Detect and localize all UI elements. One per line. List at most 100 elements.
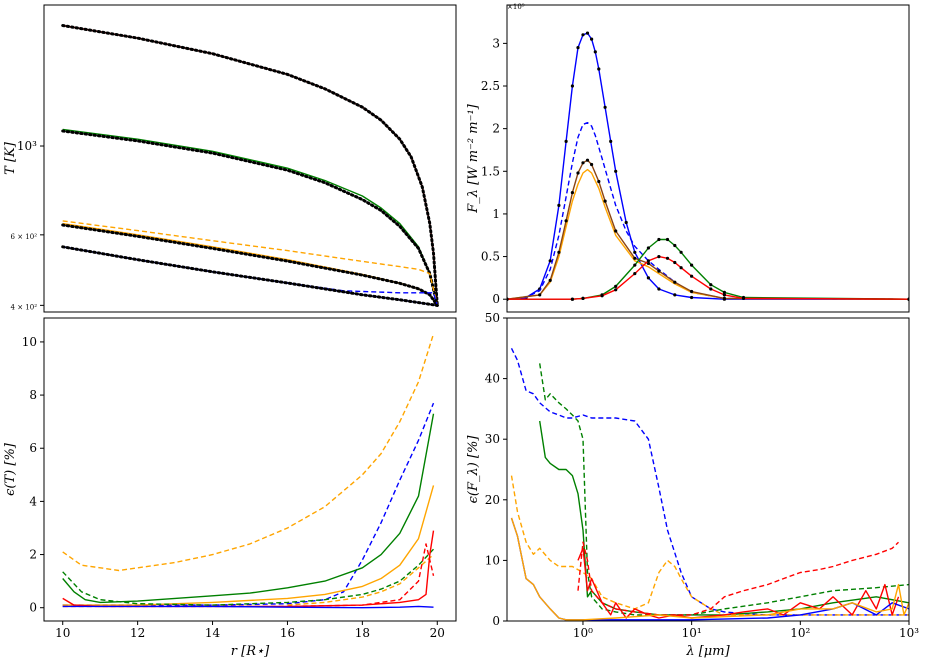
series-marker bbox=[722, 293, 727, 297]
y-axis-label: ϵ(T) [%] bbox=[3, 442, 18, 496]
x-axis-label: λ [μm] bbox=[685, 644, 730, 659]
series-line-1 bbox=[539, 363, 909, 616]
series-marker bbox=[722, 296, 727, 300]
y-tick-label: 10 bbox=[22, 335, 37, 349]
series-marker bbox=[690, 274, 694, 278]
axes-frame bbox=[43, 4, 457, 313]
series-marker bbox=[657, 255, 661, 259]
x-tick-label: 10¹ bbox=[682, 626, 702, 640]
y-tick-label: 8 bbox=[29, 388, 37, 402]
series-marker bbox=[576, 46, 580, 50]
series-marker bbox=[548, 259, 552, 263]
axes-frame bbox=[506, 317, 910, 622]
y-tick-label: 40 bbox=[485, 372, 500, 386]
y-tick-label: 0 bbox=[492, 292, 500, 306]
series-line-5 bbox=[577, 547, 900, 619]
series-marker bbox=[614, 284, 618, 288]
series-marker bbox=[646, 261, 651, 265]
y-axis-label: ϵ(F_λ) [%] bbox=[466, 435, 481, 504]
series-group bbox=[510, 347, 909, 621]
series-line-0 bbox=[62, 333, 435, 572]
series-line-6 bbox=[61, 223, 439, 307]
series-marker bbox=[673, 243, 677, 248]
series-marker bbox=[564, 139, 568, 143]
panel-bottom-left: 0 2 4 6 8 10 10 12 14 16 18 20 ϵ(T) [%] r [R⋆] bbox=[3, 317, 457, 659]
y-axis-label: F_λ [W m⁻² m⁻¹] bbox=[466, 103, 481, 213]
y-tick-label: 1.5 bbox=[481, 164, 500, 178]
y-tick-label: 10³ bbox=[17, 139, 37, 153]
x-tick-label: 18 bbox=[355, 626, 370, 640]
series-marker bbox=[581, 296, 585, 300]
series-marker bbox=[614, 288, 618, 292]
series-marker bbox=[665, 256, 670, 260]
series-marker bbox=[576, 171, 580, 175]
series-marker bbox=[614, 169, 618, 173]
series-line-1 bbox=[61, 24, 439, 307]
series-marker bbox=[673, 293, 677, 297]
y-tick-label: 1 bbox=[492, 207, 500, 221]
y-tick-label: 2.5 bbox=[481, 79, 500, 93]
series-marker bbox=[548, 278, 552, 282]
series-marker bbox=[657, 237, 661, 242]
series-line-9 bbox=[61, 245, 439, 307]
y-tick-label: 20 bbox=[485, 493, 500, 507]
x-tick-label: 12 bbox=[130, 626, 145, 640]
series-line-2 bbox=[62, 413, 435, 604]
series-marker bbox=[581, 33, 585, 37]
x-tick-label: 10 bbox=[55, 626, 70, 640]
series-line-4 bbox=[577, 541, 899, 616]
series-line-3 bbox=[62, 485, 435, 606]
series-line-1 bbox=[62, 402, 435, 606]
series-line-1 bbox=[507, 121, 909, 300]
series-line-0 bbox=[510, 347, 909, 616]
y-tick-label: 4 × 10² bbox=[11, 303, 38, 311]
series-marker bbox=[590, 162, 594, 167]
y-tick-label: 6 bbox=[29, 441, 37, 455]
series-line-3 bbox=[61, 129, 439, 307]
series-marker bbox=[690, 263, 694, 267]
series-line-3 bbox=[507, 159, 909, 300]
series-marker bbox=[557, 203, 561, 207]
series-marker bbox=[600, 294, 604, 298]
series-group bbox=[507, 31, 909, 301]
y-tick-label: 50 bbox=[485, 311, 500, 325]
y-axis-label: T [K] bbox=[3, 141, 18, 175]
x-tick-label: 14 bbox=[205, 626, 221, 640]
offset-text: ×10⁹ bbox=[507, 3, 525, 11]
series-marker bbox=[581, 161, 585, 165]
series-marker bbox=[633, 263, 637, 267]
y-tick-label: 2 bbox=[492, 122, 500, 136]
series-marker bbox=[570, 191, 575, 195]
series-line-8 bbox=[62, 605, 434, 609]
series-marker bbox=[624, 220, 628, 225]
series-line-4 bbox=[62, 220, 438, 306]
x-tick-label: 10² bbox=[790, 626, 810, 640]
y-tick-label: 0 bbox=[29, 601, 37, 615]
series-marker bbox=[679, 266, 683, 270]
x-tick-label: 10³ bbox=[899, 626, 919, 640]
panel-bottom-right: 0 10 20 30 40 50 10⁰ 10¹ 10² 10³ ϵ(F_λ) [%] λ [μm] bbox=[466, 311, 919, 659]
series-marker bbox=[603, 105, 607, 109]
series-group bbox=[61, 24, 439, 307]
series-line-4 bbox=[507, 238, 909, 300]
series-marker bbox=[679, 250, 683, 254]
x-axis-label: r [R⋆] bbox=[231, 644, 270, 659]
series-marker bbox=[646, 276, 651, 280]
series-marker bbox=[673, 260, 677, 265]
series-marker bbox=[570, 84, 575, 88]
series-marker bbox=[609, 139, 613, 143]
x-tick-label: 16 bbox=[280, 626, 295, 640]
series-marker bbox=[633, 250, 637, 254]
series-marker bbox=[614, 229, 618, 233]
series-line-5 bbox=[507, 255, 909, 300]
series-marker bbox=[597, 67, 601, 71]
series-marker bbox=[657, 269, 661, 273]
axes-frame bbox=[43, 317, 457, 622]
y-tick-label: 4 bbox=[29, 494, 37, 508]
series-marker bbox=[538, 293, 542, 297]
series-marker bbox=[557, 250, 561, 254]
x-tick-label: 20 bbox=[430, 626, 445, 640]
series-line-5 bbox=[287, 554, 434, 606]
